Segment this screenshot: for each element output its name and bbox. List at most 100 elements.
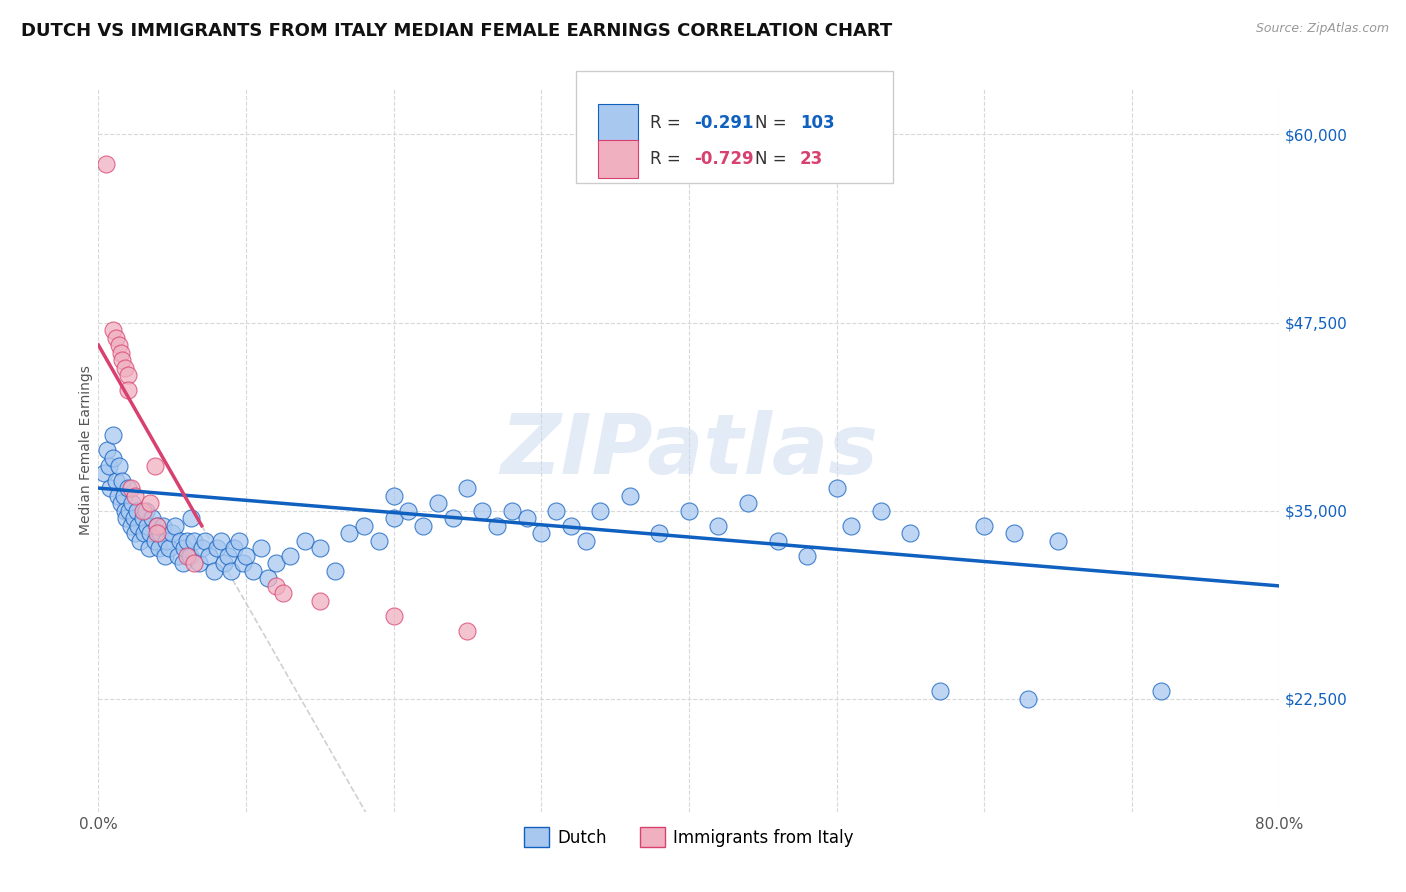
Point (1002, 526, 1025, 541)
Point (93, 466, 115, 480)
Point (114, 503, 136, 517)
Point (589, 503, 612, 517)
Point (128, 533, 150, 548)
Point (105, 330, 128, 344)
Point (180, 511, 202, 525)
Point (117, 384, 139, 398)
Point (120, 481, 142, 495)
Point (202, 564, 225, 578)
Point (900, 526, 922, 541)
Point (457, 624, 479, 639)
Point (183, 557, 205, 571)
Point (124, 489, 146, 503)
Text: R =: R = (650, 150, 686, 168)
Point (516, 511, 538, 525)
Point (648, 526, 671, 541)
Point (103, 323, 125, 337)
Point (124, 526, 146, 541)
Point (108, 338, 131, 352)
Text: 23: 23 (800, 150, 824, 168)
Text: N =: N = (755, 150, 792, 168)
Point (107, 489, 129, 503)
Point (212, 557, 235, 571)
Point (501, 503, 523, 517)
Point (486, 518, 509, 533)
Point (132, 503, 155, 517)
Text: Source: ZipAtlas.com: Source: ZipAtlas.com (1256, 22, 1389, 36)
Point (841, 518, 863, 533)
Point (183, 533, 205, 548)
Point (167, 549, 190, 563)
Point (575, 533, 598, 548)
Text: DUTCH VS IMMIGRANTS FROM ITALY MEDIAN FEMALE EARNINGS CORRELATION CHART: DUTCH VS IMMIGRANTS FROM ITALY MEDIAN FE… (21, 22, 893, 40)
Text: R =: R = (650, 114, 686, 132)
Point (132, 511, 155, 525)
Point (111, 353, 134, 368)
Point (141, 511, 163, 525)
Point (97, 458, 120, 473)
Point (427, 496, 450, 510)
Point (323, 564, 346, 578)
Point (120, 518, 142, 533)
Point (678, 503, 700, 517)
Point (250, 541, 273, 556)
Text: -0.729: -0.729 (695, 150, 754, 168)
Point (382, 489, 405, 503)
Point (441, 511, 464, 525)
Point (412, 518, 434, 533)
Point (530, 526, 553, 541)
Point (155, 533, 177, 548)
Point (162, 526, 183, 541)
Point (187, 557, 209, 571)
Point (115, 511, 138, 525)
Y-axis label: Median Female Earnings: Median Female Earnings (79, 366, 93, 535)
Point (1150, 684, 1173, 698)
Point (560, 518, 582, 533)
Point (382, 511, 405, 525)
Point (117, 368, 139, 383)
Point (146, 518, 169, 533)
Point (353, 518, 375, 533)
Point (121, 496, 143, 510)
Point (264, 579, 287, 593)
Point (148, 541, 170, 556)
Point (114, 360, 136, 375)
Point (138, 541, 160, 556)
Point (382, 609, 405, 624)
Point (176, 549, 198, 563)
Point (294, 533, 316, 548)
Point (103, 428, 125, 442)
Point (191, 541, 214, 556)
Point (157, 541, 180, 556)
Point (108, 458, 131, 473)
Point (169, 533, 191, 548)
Point (257, 571, 280, 585)
Point (264, 557, 287, 571)
Point (94, 157, 117, 171)
Point (929, 684, 952, 698)
Point (143, 533, 166, 548)
Point (205, 541, 228, 556)
Point (228, 533, 250, 548)
Point (125, 503, 148, 517)
Point (309, 541, 332, 556)
Point (309, 594, 332, 608)
Point (339, 526, 361, 541)
Point (398, 503, 420, 517)
Point (135, 503, 157, 517)
Point (973, 518, 995, 533)
Point (825, 481, 848, 495)
Point (112, 489, 135, 503)
Point (96, 443, 118, 458)
Point (103, 450, 125, 465)
Point (117, 481, 139, 495)
Point (146, 526, 169, 541)
Point (152, 518, 174, 533)
Point (122, 511, 145, 525)
Point (1046, 533, 1070, 548)
Point (165, 518, 187, 533)
Point (146, 518, 169, 533)
Point (242, 564, 264, 578)
Point (368, 533, 391, 548)
Point (217, 549, 239, 563)
